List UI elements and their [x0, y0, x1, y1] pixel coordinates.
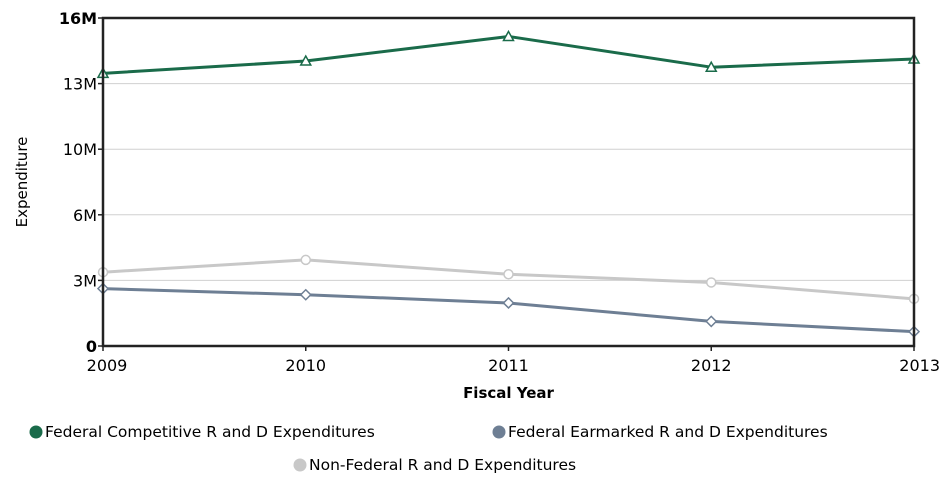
legend-marker: [293, 458, 307, 472]
x-axis-title: Fiscal Year: [463, 384, 554, 402]
series-layer: [96, 29, 921, 338]
data-point: [502, 296, 515, 310]
legend-marker: [492, 425, 506, 439]
gridlines: [103, 83, 914, 281]
y-tick-label: 3M: [73, 271, 97, 290]
x-axis-ticks: 2009 2010 2011 2012 2013: [87, 346, 940, 375]
y-axis-ticks: 0 3M 6M 10M 13M 16M: [59, 9, 103, 356]
data-point: [300, 254, 311, 266]
legend[interactable]: Federal Competitive R and D Expenditures…: [29, 423, 828, 474]
x-tick-label: 2009: [87, 356, 128, 375]
data-point: [706, 277, 717, 288]
x-tick-label: 2010: [285, 356, 326, 375]
x-tick-label: 2013: [899, 356, 940, 375]
legend-label: Federal Competitive R and D Expenditures: [45, 423, 375, 441]
y-tick-label: 10M: [63, 140, 97, 159]
legend-label: Non-Federal R and D Expenditures: [309, 456, 576, 474]
series-0: [96, 29, 921, 79]
y-tick-label: 13M: [63, 75, 97, 94]
legend-item-0[interactable]: Federal Competitive R and D Expenditures: [29, 423, 375, 441]
legend-marker: [29, 425, 43, 439]
data-point: [704, 60, 718, 72]
y-tick-label: 16M: [59, 9, 97, 28]
series-2: [97, 254, 920, 305]
data-point: [299, 288, 312, 301]
data-point: [502, 29, 515, 42]
y-tick-label: 6M: [73, 206, 97, 225]
series-line: [102, 34, 915, 75]
y-tick-label: 0: [86, 337, 97, 356]
legend-label: Federal Earmarked R and D Expenditures: [508, 423, 828, 441]
y-axis-title: Expenditure: [13, 137, 31, 228]
legend-item-1[interactable]: Federal Earmarked R and D Expenditures: [492, 423, 828, 441]
data-point: [503, 269, 514, 280]
legend-item-2[interactable]: Non-Federal R and D Expenditures: [293, 456, 577, 474]
series-line: [102, 287, 915, 334]
data-point: [299, 54, 313, 66]
x-tick-label: 2012: [691, 356, 732, 375]
series-1: [96, 282, 921, 338]
x-tick-label: 2011: [488, 356, 529, 375]
data-point: [705, 315, 718, 328]
